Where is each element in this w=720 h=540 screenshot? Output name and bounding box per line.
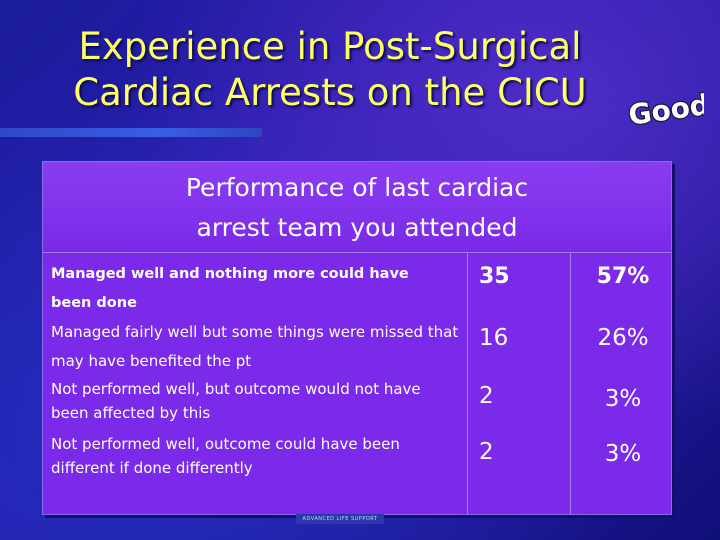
table-row-1-description: Managed well and nothing more could have… bbox=[51, 266, 409, 311]
table-row-4-count: 2 bbox=[479, 439, 494, 465]
table-row-3-percent: 3% bbox=[604, 386, 642, 412]
good-word-art: Good bbox=[624, 84, 704, 132]
table-header-text: Performance of last cardiac arrest team … bbox=[43, 168, 671, 248]
table-header-label: Performance of last cardiac arrest team … bbox=[185, 173, 529, 242]
table-row-3-count: 2 bbox=[479, 383, 494, 409]
table-row-4-percent: 3% bbox=[604, 441, 642, 467]
table-row-1-count: 35 bbox=[479, 264, 510, 289]
table-row-1-percent: 57% bbox=[596, 264, 650, 289]
footer-logo-strip: ADVANCED LIFE SUPPORT bbox=[296, 514, 384, 524]
table-row-3-description: Not performed well, but outcome would no… bbox=[51, 380, 421, 422]
good-word-art-text: Good bbox=[626, 88, 704, 132]
table-row-4-description: Not performed well, outcome could have b… bbox=[51, 435, 400, 477]
table-row-2-count: 16 bbox=[479, 325, 509, 351]
table-row-2-description: Managed fairly well but some things were… bbox=[51, 323, 459, 370]
results-table: Performance of last cardiac arrest team … bbox=[42, 161, 672, 515]
slide-title: Experience in Post-Surgical Cardiac Arre… bbox=[73, 25, 587, 114]
table-header: Performance of last cardiac arrest team … bbox=[43, 162, 671, 252]
header-divider bbox=[43, 252, 671, 253]
col-divider-2 bbox=[570, 252, 571, 514]
table-row-2-percent: 26% bbox=[597, 325, 649, 351]
col-divider-1 bbox=[467, 252, 468, 514]
title-underline bbox=[0, 128, 262, 137]
